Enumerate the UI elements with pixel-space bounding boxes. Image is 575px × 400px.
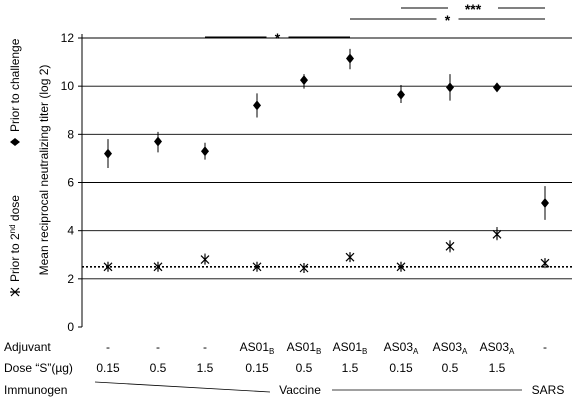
adjuvant-row-label: Adjuvant bbox=[4, 340, 51, 354]
second-dose-point bbox=[153, 261, 163, 272]
adjuvant-cell: - bbox=[203, 340, 207, 354]
y-tick-label: 0 bbox=[67, 320, 74, 334]
immunogen-divider-left bbox=[94, 381, 271, 393]
adjuvant-cell: AS03A bbox=[433, 340, 468, 356]
legend-diamond-marker bbox=[10, 138, 20, 146]
group-table: - 0.15 - 0.5 - 1.5 AS01B 0.15 AS01B 0.5 AS01B 1.5 AS… bbox=[96, 340, 547, 375]
adjuvant-cell: - bbox=[543, 340, 547, 354]
challenge-point bbox=[104, 148, 112, 159]
dose-cell: 0.15 bbox=[96, 361, 120, 375]
y-tick-label: 10 bbox=[61, 79, 75, 93]
data-points bbox=[103, 48, 550, 273]
adjuvant-cell: AS01B bbox=[287, 340, 322, 356]
challenge-point bbox=[397, 89, 405, 100]
dose-cell: 0.5 bbox=[296, 361, 313, 375]
second-dose-point bbox=[345, 252, 355, 263]
legend-challenge-label: Prior to challenge bbox=[8, 38, 22, 132]
dose-cell: 0.5 bbox=[442, 361, 459, 375]
adjuvant-cell: AS01B bbox=[240, 340, 275, 356]
significance-brackets: ***** bbox=[205, 1, 545, 46]
dose-cell: 1.5 bbox=[342, 361, 359, 375]
legend-dose-label: Prior to 2nd dose bbox=[8, 195, 22, 282]
second-dose-point bbox=[445, 241, 455, 252]
y-tick-label: 4 bbox=[67, 224, 74, 238]
dose-cell: 0.15 bbox=[389, 361, 413, 375]
legend: Prior to challenge Prior to 2nd dose bbox=[8, 38, 22, 297]
second-dose-point bbox=[299, 262, 309, 273]
significance-label: * bbox=[445, 12, 451, 28]
adjuvant-cell: AS03A bbox=[384, 340, 419, 356]
second-dose-point bbox=[252, 261, 262, 272]
y-axis-label: Mean reciprocal neutralizing titer (log … bbox=[37, 65, 51, 276]
second-dose-point bbox=[492, 229, 502, 240]
sars-label: SARS bbox=[532, 383, 565, 397]
significance-label: * bbox=[275, 30, 281, 46]
challenge-point bbox=[201, 146, 209, 157]
challenge-point bbox=[346, 53, 354, 64]
vaccine-label: Vaccine bbox=[279, 383, 321, 397]
dose-cell: 0.15 bbox=[245, 361, 269, 375]
second-dose-point bbox=[103, 261, 113, 272]
dose-cell: 1.5 bbox=[197, 361, 214, 375]
y-tick-label: 12 bbox=[61, 31, 75, 45]
immunogen-label: Immunogen bbox=[4, 383, 67, 397]
legend-asterisk-marker bbox=[10, 287, 20, 297]
adjuvant-cell: - bbox=[106, 340, 110, 354]
y-tick-label: 2 bbox=[67, 272, 74, 286]
dose-cell: 1.5 bbox=[489, 361, 506, 375]
second-dose-point bbox=[396, 261, 406, 272]
second-dose-point bbox=[540, 258, 550, 269]
challenge-point bbox=[253, 100, 261, 111]
y-axis: 0 2 4 6 8 10 12 bbox=[61, 31, 83, 334]
significance-label: *** bbox=[465, 1, 482, 17]
y-tick-label: 8 bbox=[67, 127, 74, 141]
second-dose-point bbox=[200, 254, 210, 265]
challenge-point bbox=[541, 197, 549, 208]
y-tick-label: 6 bbox=[67, 176, 74, 190]
adjuvant-cell: AS01B bbox=[333, 340, 368, 356]
challenge-point bbox=[154, 136, 162, 147]
gridlines bbox=[82, 37, 572, 280]
challenge-point bbox=[446, 82, 454, 93]
challenge-point bbox=[493, 82, 501, 93]
challenge-point bbox=[300, 75, 308, 86]
dose-cell: 0.5 bbox=[150, 361, 167, 375]
dose-row-label: Dose “S”(µg) bbox=[4, 361, 73, 375]
adjuvant-cell: AS03A bbox=[480, 340, 515, 356]
adjuvant-cell: - bbox=[156, 340, 160, 354]
